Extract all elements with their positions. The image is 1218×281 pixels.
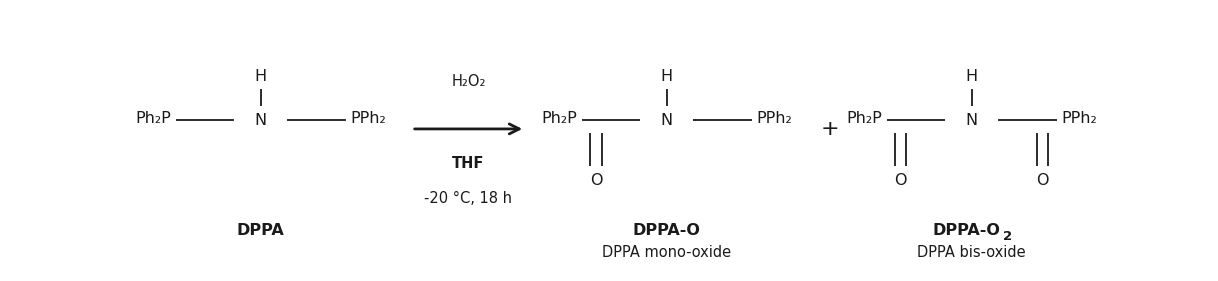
Text: Ph₂P: Ph₂P [541, 111, 577, 126]
Text: PPh₂: PPh₂ [351, 111, 386, 126]
Text: PPh₂: PPh₂ [1061, 111, 1097, 126]
Text: PPh₂: PPh₂ [756, 111, 792, 126]
Text: 2: 2 [1002, 230, 1012, 243]
Text: -20 °C, 18 h: -20 °C, 18 h [425, 191, 513, 206]
Text: THF: THF [452, 156, 485, 171]
Text: DPPA bis-oxide: DPPA bis-oxide [917, 245, 1026, 260]
Text: O: O [894, 173, 907, 188]
Text: H₂O₂: H₂O₂ [451, 74, 486, 89]
Text: O: O [1037, 173, 1049, 188]
Text: H: H [966, 69, 978, 85]
Text: DPPA-O: DPPA-O [933, 223, 1001, 238]
Text: O: O [590, 173, 602, 188]
Text: N: N [966, 113, 978, 128]
Text: DPPA-O: DPPA-O [633, 223, 700, 238]
Text: +: + [821, 119, 839, 139]
Text: DPPA: DPPA [238, 223, 285, 238]
Text: H: H [660, 69, 672, 85]
Text: N: N [255, 113, 267, 128]
Text: Ph₂P: Ph₂P [847, 111, 882, 126]
Text: DPPA mono-oxide: DPPA mono-oxide [602, 245, 731, 260]
Text: N: N [660, 113, 672, 128]
Text: H: H [255, 69, 267, 85]
Text: Ph₂P: Ph₂P [135, 111, 171, 126]
